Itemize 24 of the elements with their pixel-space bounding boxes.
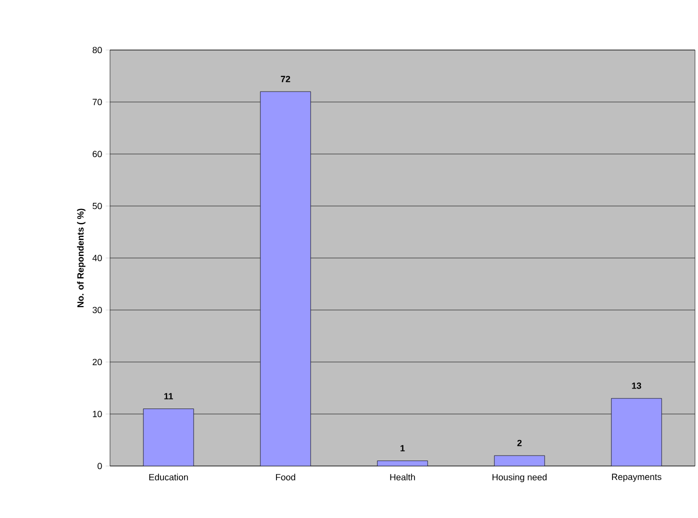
data-label: 11	[164, 393, 173, 400]
x-tick-label: Food	[276, 474, 296, 480]
x-tick-label: Housing need	[492, 474, 547, 482]
x-tick-label: Education	[149, 474, 188, 480]
y-tick-label: 60	[92, 150, 102, 158]
y-tick-label: 10	[92, 410, 102, 418]
y-axis-title: No. of Repondents ( %)	[77, 208, 86, 308]
data-label: 13	[632, 382, 642, 389]
y-tick-label: 80	[92, 46, 102, 54]
y-tick-label: 50	[92, 202, 102, 210]
y-tick-label: 30	[92, 306, 102, 314]
bar	[260, 91, 311, 466]
data-label: 1	[400, 445, 405, 452]
bar	[143, 408, 194, 466]
bar	[611, 398, 662, 466]
y-tick-label: 0	[98, 462, 102, 470]
x-tick-label: Repayments	[612, 474, 662, 482]
y-tick-label: 70	[92, 98, 102, 106]
y-tick-label: 20	[92, 358, 102, 366]
data-label: 2	[517, 440, 522, 446]
bar	[494, 456, 545, 466]
data-label: 72	[280, 76, 290, 82]
y-tick-label: 40	[92, 254, 102, 262]
x-tick-label: Health	[390, 474, 415, 480]
